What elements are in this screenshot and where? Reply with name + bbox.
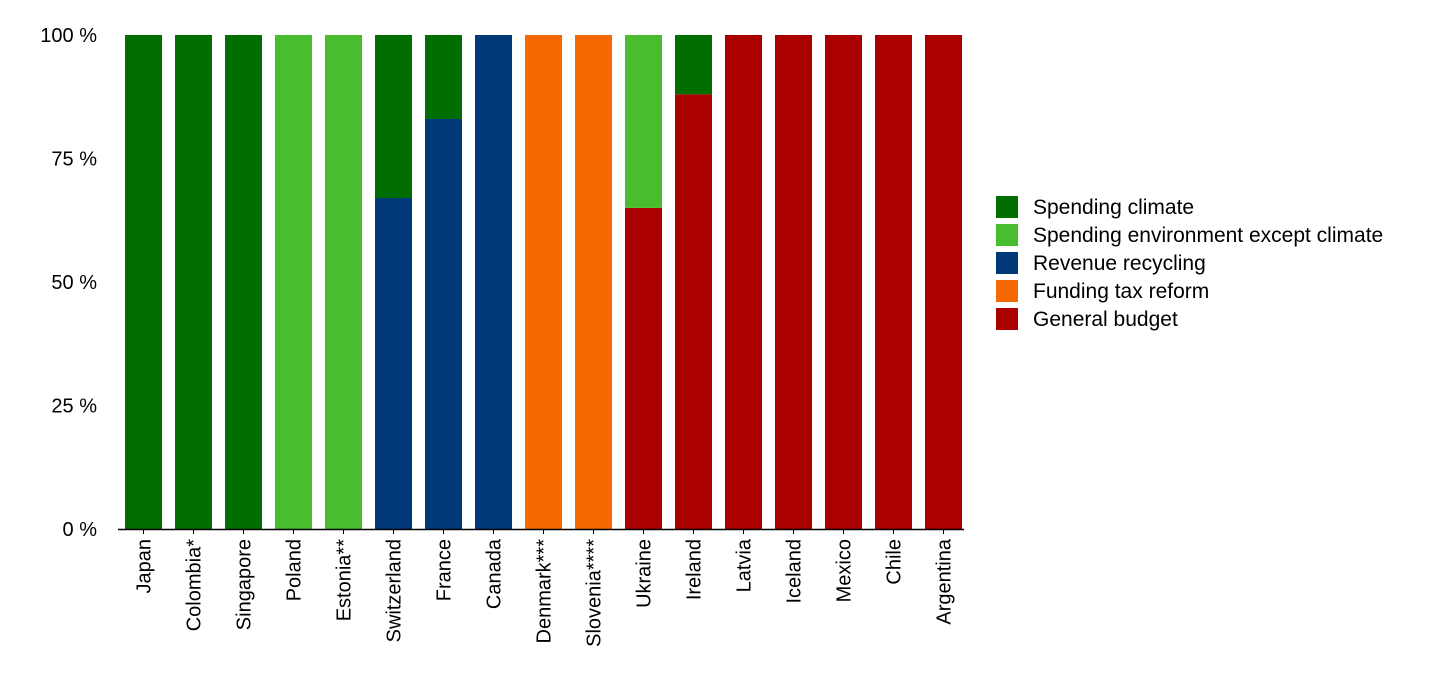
bars [125, 35, 962, 529]
bar-switzerland-spending-climate [375, 35, 412, 199]
x-tick-label: Poland [284, 539, 306, 601]
bar-japan-spending-climate [125, 35, 162, 529]
bar-chile-general-budget [875, 35, 912, 529]
x-tick-label: Slovenia**** [584, 539, 606, 647]
y-tick-label: 0 % [63, 519, 98, 541]
legend-label-spending-climate: Spending climate [1033, 196, 1194, 219]
bar-iceland-general-budget [775, 35, 812, 529]
x-tick-label: Iceland [784, 539, 806, 604]
x-tick-label: Canada [484, 538, 506, 609]
y-tick-label: 75 % [51, 149, 97, 171]
x-tick-label: Ukraine [634, 539, 656, 608]
legend-label-funding-tax-reform: Funding tax reform [1033, 280, 1209, 303]
legend-swatch-funding-tax-reform [996, 280, 1018, 302]
x-tick-label: Switzerland [384, 539, 406, 642]
x-tick-label: Singapore [234, 539, 256, 630]
x-tick-label: Latvia [734, 538, 756, 592]
x-tick-label: France [434, 539, 456, 601]
legend-swatch-general-budget [996, 308, 1018, 330]
y-axis: 0 % 25 % 50 % 75 % 100 % [40, 25, 97, 541]
legend-swatch-spending-environment-except-climate [996, 224, 1018, 246]
bar-ukraine-general-budget [625, 207, 662, 529]
bar-ukraine-spending-environment-except-climate [625, 35, 662, 208]
bar-colombia-spending-climate [175, 35, 212, 529]
bar-estonia-spending-environment-except-climate [325, 35, 362, 529]
bar-ireland-spending-climate [675, 35, 712, 95]
bar-denmark-funding-tax-reform [525, 35, 562, 529]
x-tick-label: Chile [884, 539, 906, 585]
bar-ireland-general-budget [675, 94, 712, 529]
x-tick-label: Argentina [934, 538, 956, 624]
legend-label-general-budget: General budget [1033, 308, 1178, 331]
legend-swatch-spending-climate [996, 196, 1018, 218]
bar-singapore-spending-climate [225, 35, 262, 529]
bar-switzerland-revenue-recycling [375, 198, 412, 529]
x-tick-label: Mexico [834, 539, 856, 602]
y-tick-label: 50 % [51, 272, 97, 294]
bar-mexico-general-budget [825, 35, 862, 529]
legend-swatch-revenue-recycling [996, 252, 1018, 274]
bar-poland-spending-environment-except-climate [275, 35, 312, 529]
legend-label-revenue-recycling: Revenue recycling [1033, 252, 1206, 275]
x-tick-label: Denmark*** [534, 539, 556, 644]
x-axis: Japan Colombia* Singapore Poland Estonia** Sw… [118, 528, 964, 647]
bar-france-revenue-recycling [425, 118, 462, 529]
legend: Spending climate Spending environment exc… [996, 196, 1383, 331]
y-tick-label: 25 % [51, 396, 97, 418]
bar-slovenia-funding-tax-reform [575, 35, 612, 529]
bar-argentina-general-budget [925, 35, 962, 529]
y-tick-label: 100 % [40, 25, 97, 47]
x-tick-label: Japan [134, 539, 156, 594]
x-tick-label: Ireland [684, 539, 706, 600]
bar-canada-revenue-recycling [475, 35, 512, 529]
x-tick-label: Colombia* [184, 539, 206, 631]
bar-france-spending-climate [425, 35, 462, 119]
bar-latvia-general-budget [725, 35, 762, 529]
x-tick-label: Estonia** [334, 539, 356, 621]
legend-label-spending-environment-except-climate: Spending environment except climate [1033, 224, 1383, 247]
